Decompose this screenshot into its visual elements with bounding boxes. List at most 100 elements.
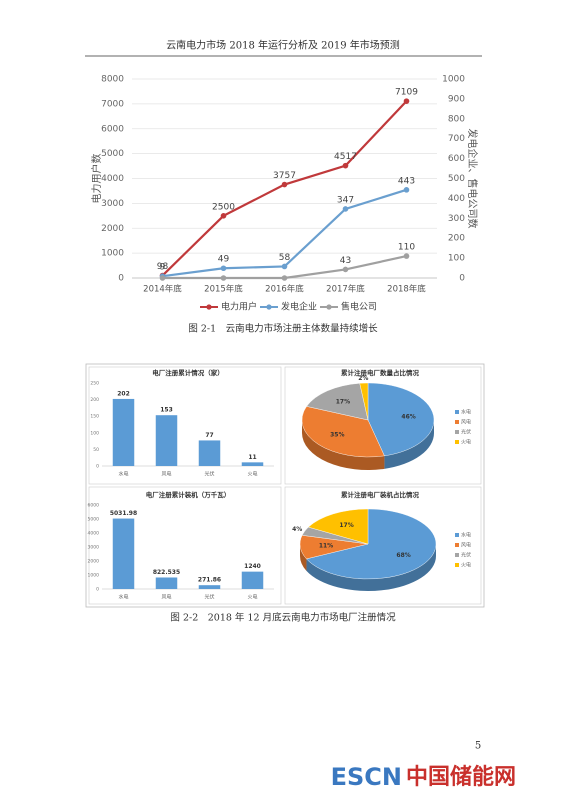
- x-tick-label: 火电: [247, 471, 257, 478]
- x-tick-label: 光伏: [204, 594, 214, 601]
- y-tick-label: 0: [96, 587, 99, 593]
- data-label: 43: [340, 256, 351, 266]
- y-tick-label: 1000: [101, 249, 124, 259]
- legend-marker: [206, 304, 212, 310]
- bar: [155, 415, 178, 466]
- data-label: 7109: [395, 88, 418, 98]
- chart-cell: [284, 486, 482, 605]
- y-tick-label: 200: [90, 397, 99, 403]
- data-label: 9: [160, 263, 166, 273]
- pie-slice: [367, 382, 435, 457]
- y-tick-label: 2000: [88, 559, 100, 565]
- y-tick-label: 3000: [101, 199, 124, 209]
- data-label: 2500: [212, 202, 235, 212]
- point: [220, 213, 227, 219]
- pie-side: [300, 544, 307, 571]
- data-label: 68%: [396, 552, 410, 559]
- data-label: 17%: [339, 522, 353, 529]
- y2-axis-title: 发电企业、售电公司数: [466, 129, 479, 229]
- y2-tick-label: 300: [448, 214, 465, 224]
- legend-marker: [266, 304, 272, 310]
- y2-tick-label: 700: [448, 134, 465, 144]
- bar: [241, 571, 264, 589]
- legend-label: 售电公司: [341, 301, 377, 313]
- y-tick-label: 7000: [101, 99, 124, 109]
- y2-tick-label: 200: [448, 234, 465, 244]
- point: [403, 98, 410, 104]
- y-tick-label: 8000: [101, 75, 124, 85]
- figure-caption: 图 2-1 云南电力市场注册主体数量持续增长: [188, 323, 378, 335]
- legend-label: 火电: [461, 562, 471, 569]
- data-label: 271.86: [198, 577, 221, 584]
- y-tick-label: 1000: [88, 573, 100, 579]
- data-label: 98: [157, 262, 169, 272]
- chart-cell: [88, 486, 282, 605]
- y-tick-label: 50: [93, 447, 99, 453]
- point: [342, 266, 349, 273]
- pie-slice: [306, 508, 437, 580]
- data-label: 202: [117, 390, 130, 397]
- y-tick-label: 4000: [101, 174, 124, 184]
- pie-slice: [301, 406, 385, 458]
- legend-label: 风电: [461, 419, 471, 426]
- chart-title: 累计注册电厂数量占比情况: [341, 368, 420, 377]
- y2-tick-label: 900: [448, 94, 465, 104]
- y-tick-label: 5000: [88, 517, 100, 523]
- legend-label: 光伏: [461, 552, 471, 559]
- legend-swatch: [455, 410, 459, 414]
- watermark-brand: ESCN: [331, 763, 402, 791]
- legend-swatch: [455, 543, 459, 547]
- pie-side: [384, 420, 434, 469]
- x-tick-label: 水电: [118, 594, 128, 601]
- point: [220, 275, 227, 281]
- data-label: 46%: [401, 414, 415, 421]
- bar: [112, 398, 135, 466]
- page-number: 5: [475, 741, 481, 752]
- legend-swatch: [455, 430, 459, 434]
- x-tick-label: 火电: [247, 594, 257, 601]
- chart-title: 电厂注册累计情况（家）: [152, 368, 224, 377]
- legend-swatch: [455, 553, 459, 557]
- data-label: 822.535: [153, 569, 180, 576]
- point: [281, 275, 288, 281]
- y2-tick-label: 400: [448, 194, 465, 204]
- point: [342, 162, 349, 169]
- y2-tick-label: 0: [459, 274, 465, 284]
- bar: [198, 585, 221, 589]
- y-tick-label: 100: [90, 430, 99, 436]
- y2-tick-label: 800: [448, 114, 465, 124]
- legend-swatch: [455, 440, 459, 444]
- point: [281, 263, 288, 270]
- series-line: [161, 100, 408, 277]
- data-label: 1240: [244, 563, 261, 570]
- y-tick-label: 4000: [88, 531, 100, 537]
- chart-cell: [88, 366, 282, 485]
- chart-title: 累计注册电厂装机占比情况: [341, 490, 420, 499]
- data-label: 347: [337, 195, 354, 205]
- point: [281, 181, 288, 188]
- point: [342, 206, 349, 212]
- x-tick-label: 2017年底: [326, 284, 365, 295]
- y-tick-label: 6000: [88, 503, 100, 509]
- y2-tick-label: 1000: [442, 75, 465, 85]
- y-axis-title: 电力用户数: [90, 154, 103, 204]
- x-tick-label: 2016年底: [265, 284, 304, 295]
- data-label: 4517: [334, 152, 357, 162]
- chart-cell: [284, 366, 482, 485]
- y-tick-label: 3000: [88, 545, 100, 551]
- legend-label: 发电企业: [281, 301, 317, 313]
- y-tick-label: 5000: [101, 149, 124, 159]
- legend-marker: [326, 304, 332, 310]
- legend-label: 风电: [461, 542, 471, 549]
- pie-slice: [359, 382, 369, 421]
- data-label: 58: [279, 253, 291, 263]
- data-label: 110: [398, 243, 415, 253]
- data-label: 443: [398, 176, 415, 186]
- x-tick-label: 2018年底: [387, 284, 426, 295]
- data-label: 4%: [292, 526, 302, 533]
- bar: [155, 577, 178, 589]
- page-header: 云南电力市场 2018 年运行分析及 2019 年市场预测: [166, 39, 400, 52]
- legend-label: 水电: [461, 532, 471, 539]
